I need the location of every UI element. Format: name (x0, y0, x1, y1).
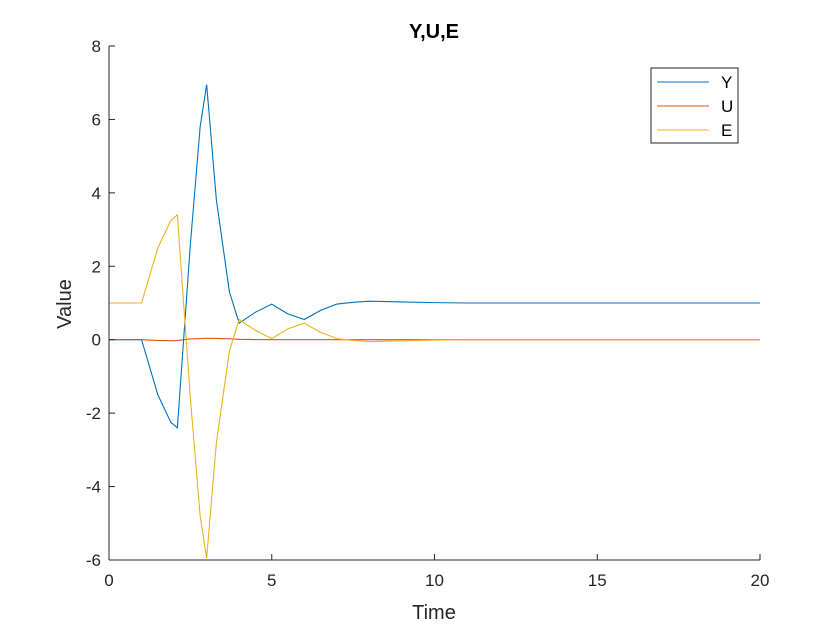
legend-label-e: E (721, 121, 732, 140)
y-tick-label: 4 (92, 184, 101, 203)
y-tick-label: 8 (92, 37, 101, 56)
x-tick-label: 20 (751, 571, 770, 590)
plot-area: 0 5 10 15 20 -6 -4 -2 0 2 4 6 8 YUE (86, 37, 770, 590)
x-axis-label: Time (412, 602, 456, 624)
series-line-e (109, 213, 760, 559)
y-tick-label: 0 (92, 331, 101, 350)
y-tick-label: 2 (92, 257, 101, 276)
series-line-y (109, 84, 760, 429)
legend-label-u: U (721, 97, 733, 116)
y-axis-label: Value (54, 279, 76, 329)
chart-title: Y,U,E (409, 21, 459, 43)
x-tick-label: 0 (104, 571, 113, 590)
y-tick-label: -6 (86, 551, 101, 570)
x-tick-label: 10 (425, 571, 444, 590)
y-tick-label: -4 (86, 478, 101, 497)
x-tick-label: 5 (267, 571, 276, 590)
x-tick-label: 15 (588, 571, 607, 590)
y-tick-label: -2 (86, 404, 101, 423)
legend-label-y: Y (721, 73, 732, 92)
y-tick-label: 6 (92, 110, 101, 129)
series-line-u (109, 337, 760, 342)
